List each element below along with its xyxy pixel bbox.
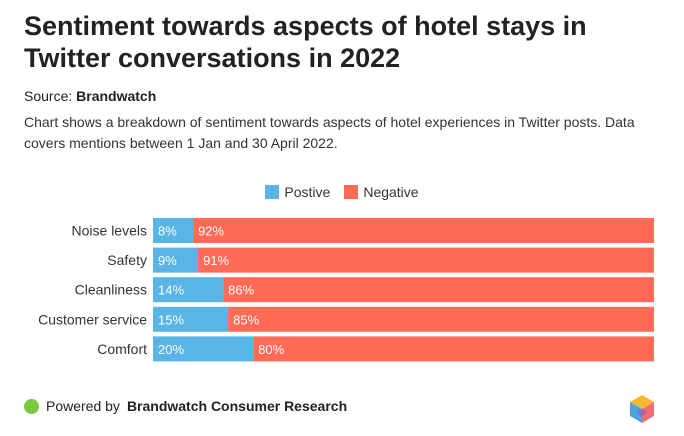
legend-swatch-positive xyxy=(265,185,280,199)
bar-negative-safety xyxy=(198,247,654,273)
bar-postive-cleanliness xyxy=(153,277,224,303)
data-label-postive-noise-levels: 8% xyxy=(158,224,177,239)
category-label-cleanliness: Cleanliness xyxy=(75,282,147,298)
bar-postive-customer-service xyxy=(153,306,229,332)
data-label-postive-customer-service: 15% xyxy=(158,312,184,327)
bar-postive-comfort xyxy=(153,336,254,362)
source-line: Source: Brandwatch xyxy=(24,88,156,104)
stacked-bar-chart: Noise levels 8% 92% Safety 9% 91% Cleanliness 1… xyxy=(38,218,654,362)
chart-description: Chart shows a breakdown of sentiment tow… xyxy=(24,114,635,151)
legend-label-positive: Postive xyxy=(284,184,331,200)
chart-title: Sentiment towards aspects of hotel stays… xyxy=(24,11,587,73)
category-label-safety: Safety xyxy=(107,252,147,268)
data-label-negative-customer-service: 85% xyxy=(233,312,259,327)
data-label-negative-comfort: 80% xyxy=(258,342,284,357)
footer-brand: Brandwatch Consumer Research xyxy=(126,398,348,414)
legend-item-negative: Negative xyxy=(344,184,419,200)
footer-prefix: Powered by xyxy=(46,398,120,414)
bar-negative-cleanliness xyxy=(223,277,654,303)
source-name: Brandwatch xyxy=(76,88,157,104)
bar-negative-noise-levels xyxy=(193,218,654,243)
category-label-noise-levels: Noise levels xyxy=(72,223,147,239)
data-label-negative-cleanliness: 86% xyxy=(228,283,254,298)
data-label-postive-safety: 9% xyxy=(158,253,177,268)
bar-postive-noise-levels xyxy=(153,218,194,243)
source-label: Source: xyxy=(24,88,73,104)
bar-negative-customer-service xyxy=(228,306,654,332)
data-label-negative-safety: 91% xyxy=(203,253,229,268)
green-dot-icon xyxy=(24,398,39,414)
legend-swatch-negative xyxy=(344,185,359,199)
category-label-comfort: Comfort xyxy=(97,341,147,357)
legend-label-negative: Negative xyxy=(363,184,419,200)
data-label-postive-cleanliness: 14% xyxy=(158,283,184,298)
footer: Powered by Brandwatch Consumer Research xyxy=(24,398,347,414)
category-label-customer-service: Customer service xyxy=(38,311,147,327)
data-label-postive-comfort: 20% xyxy=(158,342,184,357)
data-label-negative-noise-levels: 92% xyxy=(198,224,224,239)
brandwatch-logo-icon xyxy=(630,395,654,423)
legend-item-positive: Postive xyxy=(265,184,330,200)
bar-negative-comfort xyxy=(253,336,654,362)
bar-postive-safety xyxy=(153,247,199,273)
legend: Postive Negative xyxy=(0,184,684,200)
